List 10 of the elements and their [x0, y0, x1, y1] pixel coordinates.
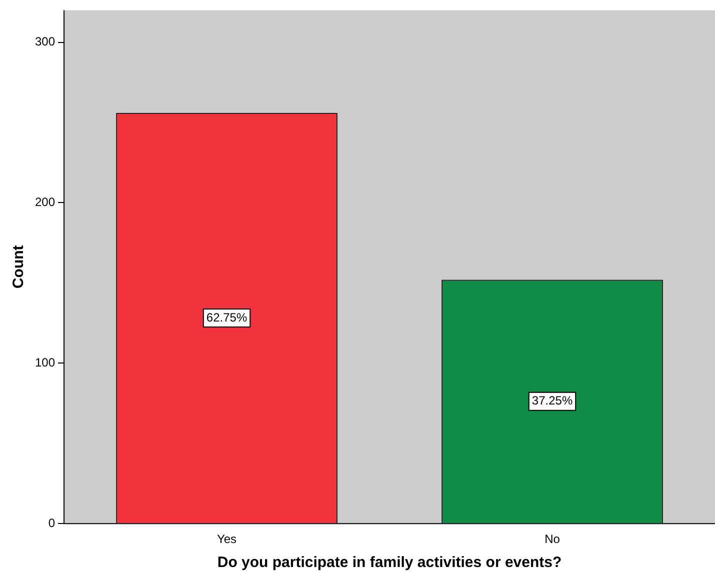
y-tick-label: 0 [48, 516, 56, 530]
y-tick-label: 300 [34, 34, 56, 49]
annotation: 62.75% [206, 310, 248, 324]
y-axis-title: Count [10, 245, 28, 289]
y-tick-label: 200 [34, 195, 56, 210]
x-axis-title: Do you participate in family activities or events? [217, 554, 562, 572]
y-tick-label: 100 [34, 355, 56, 370]
x-tick-label: No [544, 532, 560, 546]
annotation: 37.25% [532, 394, 573, 408]
x-tick-label: Yes [216, 532, 237, 546]
